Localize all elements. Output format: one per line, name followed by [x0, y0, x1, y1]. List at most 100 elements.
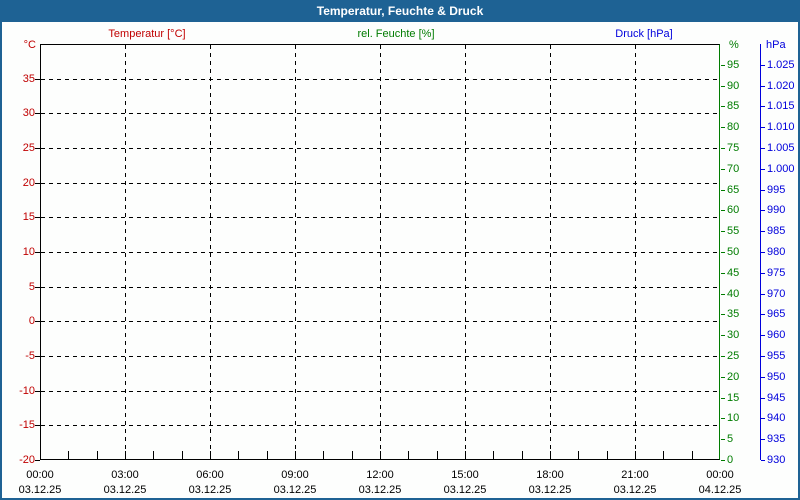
time-tick-label: 06:00	[196, 469, 224, 481]
humidity-tick	[721, 398, 725, 399]
window-title: Temperatur, Feuchte & Druck	[316, 4, 484, 18]
pressure-tick-label: 975	[767, 267, 786, 279]
temp-tick	[35, 425, 40, 426]
temp-tick-label: -10	[19, 385, 35, 397]
time-tick-label: 09:00	[281, 469, 309, 481]
time-tick-label: 15:00	[451, 469, 479, 481]
hour-tick	[97, 451, 98, 459]
hour-tick	[635, 451, 636, 459]
temp-tick	[35, 79, 40, 80]
pressure-tick	[761, 65, 765, 66]
temp-tick-label: 0	[28, 315, 35, 327]
gridline-vertical	[125, 45, 126, 459]
pressure-tick-label: 1.015	[767, 100, 795, 112]
hour-tick	[352, 451, 353, 459]
date-label: 03.12.25	[358, 484, 402, 496]
pressure-axis-unit: hPa	[766, 39, 786, 51]
pressure-tick-label: 955	[767, 350, 786, 362]
temp-tick	[35, 356, 40, 357]
humidity-tick-label: 15	[727, 392, 740, 404]
humidity-tick	[721, 169, 725, 170]
hour-tick	[210, 451, 211, 459]
humidity-tick	[721, 356, 725, 357]
pressure-tick	[761, 418, 765, 419]
humidity-tick-label: 65	[727, 184, 740, 196]
humidity-tick-label: 80	[727, 121, 740, 133]
temp-tick-label: 5	[28, 281, 35, 293]
date-label: 03.12.25	[273, 484, 317, 496]
humidity-tick	[721, 252, 725, 253]
humidity-tick-label: 25	[727, 350, 740, 362]
pressure-tick-label: 980	[767, 246, 786, 258]
temp-tick-label: -15	[19, 419, 35, 431]
pressure-tick-label: 990	[767, 204, 786, 216]
pressure-tick	[761, 377, 765, 378]
humidity-tick	[721, 377, 725, 378]
humidity-tick	[721, 148, 725, 149]
pressure-tick	[761, 127, 765, 128]
temp-tick	[35, 252, 40, 253]
pressure-tick	[761, 335, 765, 336]
pressure-tick	[761, 439, 765, 440]
date-label: 03.12.25	[528, 484, 572, 496]
pressure-tick	[761, 460, 765, 461]
temperature-axis-unit: °C	[23, 39, 36, 51]
gridline-vertical	[210, 45, 211, 459]
hour-tick	[323, 451, 324, 459]
hour-tick	[295, 451, 296, 459]
temp-tick	[35, 113, 40, 114]
temp-tick	[35, 460, 40, 461]
humidity-tick	[721, 65, 725, 66]
hour-tick	[522, 451, 523, 459]
hour-tick	[238, 451, 239, 459]
pressure-tick	[761, 252, 765, 253]
pressure-tick	[761, 148, 765, 149]
humidity-tick	[721, 439, 725, 440]
pressure-tick-label: 1.010	[767, 121, 795, 133]
temperature-legend-label: Temperatur [°C]	[108, 28, 186, 40]
temp-tick	[35, 217, 40, 218]
humidity-tick-label: 10	[727, 412, 740, 424]
humidity-tick	[721, 210, 725, 211]
temp-tick-label: -20	[19, 454, 35, 466]
hour-tick	[550, 451, 551, 459]
date-label: 04.12.25	[698, 484, 742, 496]
time-tick-label: 18:00	[536, 469, 564, 481]
time-tick-label: 03:00	[111, 469, 139, 481]
date-label: 03.12.25	[443, 484, 487, 496]
date-label: 03.12.25	[103, 484, 147, 496]
hour-tick	[437, 451, 438, 459]
pressure-tick	[761, 106, 765, 107]
window-titlebar: Temperatur, Feuchte & Druck	[2, 2, 798, 22]
pressure-tick-label: 995	[767, 184, 786, 196]
pressure-axis-line	[760, 44, 761, 460]
temp-tick-label: -5	[25, 350, 35, 362]
pressure-tick-label: 930	[767, 454, 786, 466]
temp-tick-label: 20	[22, 177, 35, 189]
pressure-tick-label: 960	[767, 329, 786, 341]
humidity-tick-label: 45	[727, 267, 740, 279]
humidity-tick	[721, 418, 725, 419]
humidity-tick	[721, 86, 725, 87]
hour-tick	[408, 451, 409, 459]
humidity-tick	[721, 335, 725, 336]
humidity-tick-label: 75	[727, 142, 740, 154]
pressure-tick	[761, 273, 765, 274]
humidity-tick	[721, 294, 725, 295]
hour-tick	[465, 451, 466, 459]
temp-tick	[35, 148, 40, 149]
date-label: 03.12.25	[613, 484, 657, 496]
time-tick-label: 00:00	[26, 469, 54, 481]
temp-tick	[35, 321, 40, 322]
pressure-tick	[761, 210, 765, 211]
humidity-tick	[721, 314, 725, 315]
hour-tick	[692, 451, 693, 459]
humidity-legend-label: rel. Feuchte [%]	[357, 28, 435, 40]
humidity-tick	[721, 190, 725, 191]
gridline-vertical	[550, 45, 551, 459]
pressure-tick	[761, 294, 765, 295]
pressure-tick-label: 985	[767, 225, 786, 237]
humidity-tick-label: 70	[727, 163, 740, 175]
hour-tick	[493, 451, 494, 459]
